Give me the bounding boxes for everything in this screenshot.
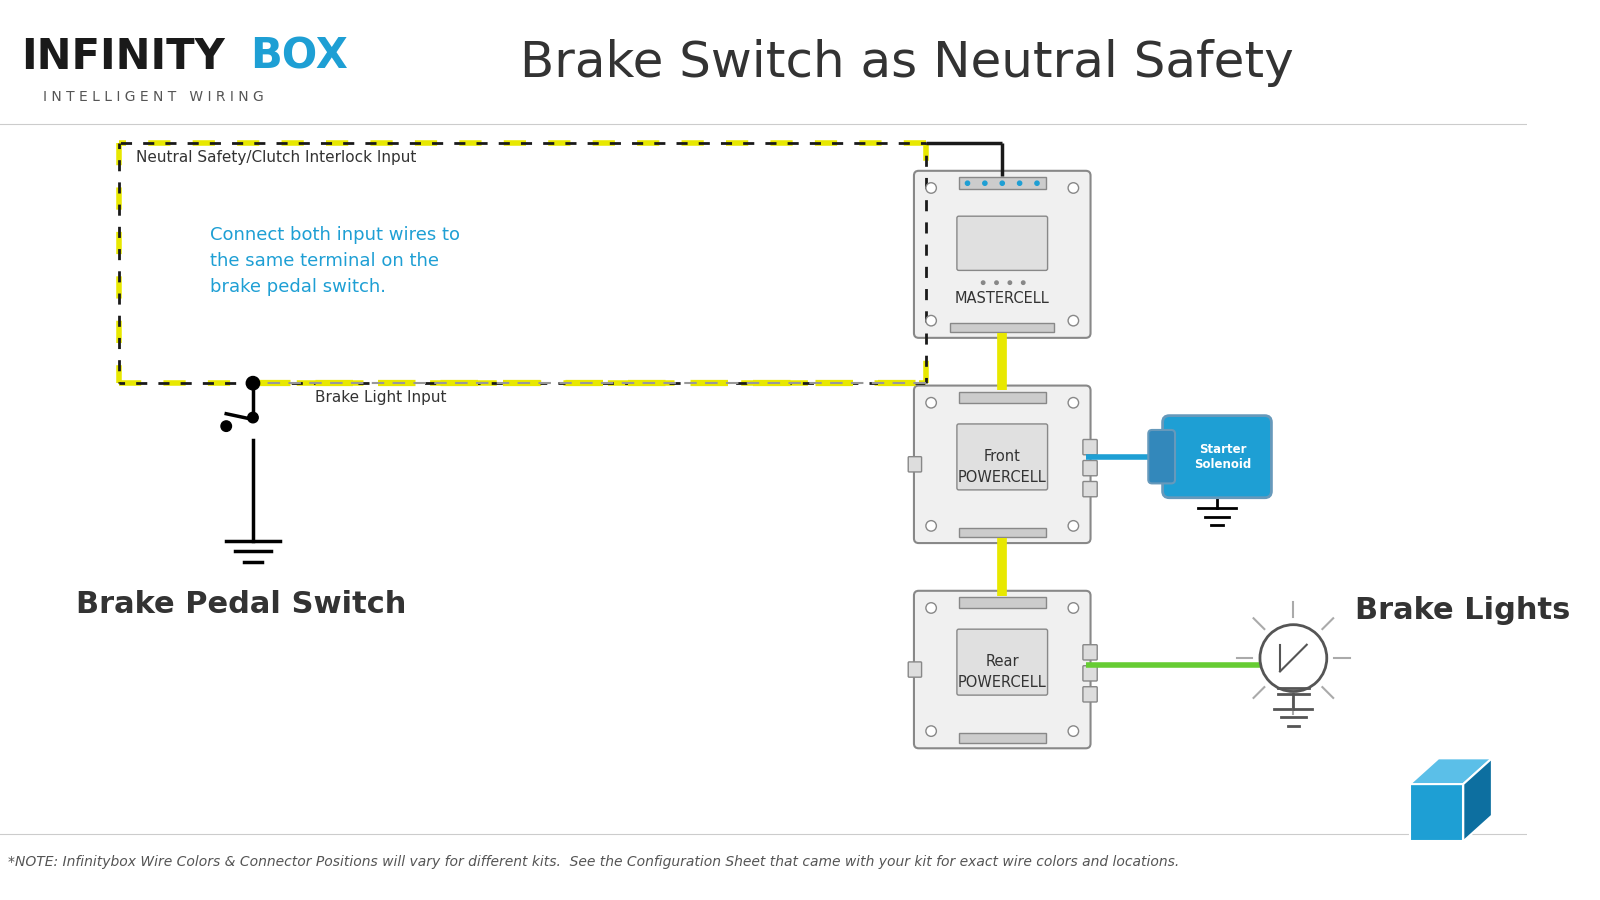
- Text: Neutral Safety/Clutch Interlock Input: Neutral Safety/Clutch Interlock Input: [136, 150, 418, 166]
- Bar: [950, 322, 1054, 332]
- FancyBboxPatch shape: [909, 456, 922, 472]
- Circle shape: [981, 281, 986, 284]
- Circle shape: [1035, 181, 1038, 185]
- Circle shape: [1259, 625, 1326, 691]
- Circle shape: [248, 412, 258, 423]
- Text: Brake Switch as Neutral Safety: Brake Switch as Neutral Safety: [520, 40, 1294, 87]
- Text: POWERCELL: POWERCELL: [958, 470, 1046, 485]
- Bar: [958, 392, 1046, 403]
- Polygon shape: [1410, 784, 1464, 842]
- Text: I N T E L L I G E N T   W I R I N G: I N T E L L I G E N T W I R I N G: [43, 90, 264, 104]
- Text: Brake Light Input: Brake Light Input: [315, 390, 446, 405]
- Polygon shape: [1410, 759, 1491, 784]
- FancyBboxPatch shape: [1083, 439, 1098, 454]
- FancyBboxPatch shape: [957, 424, 1048, 490]
- Circle shape: [1069, 398, 1078, 408]
- Circle shape: [1069, 520, 1078, 531]
- Circle shape: [1069, 183, 1078, 194]
- FancyBboxPatch shape: [1083, 644, 1098, 660]
- FancyBboxPatch shape: [914, 590, 1091, 748]
- FancyBboxPatch shape: [957, 216, 1048, 270]
- Text: Brake Lights: Brake Lights: [1355, 596, 1571, 625]
- Circle shape: [221, 421, 232, 431]
- FancyBboxPatch shape: [914, 385, 1091, 543]
- Circle shape: [1008, 281, 1011, 284]
- Circle shape: [926, 520, 936, 531]
- Circle shape: [1069, 726, 1078, 736]
- Circle shape: [965, 181, 970, 185]
- Bar: [958, 598, 1046, 608]
- Polygon shape: [1464, 759, 1491, 842]
- Text: Front: Front: [984, 449, 1021, 464]
- Text: MASTERCELL: MASTERCELL: [955, 291, 1050, 306]
- Circle shape: [926, 398, 936, 408]
- Circle shape: [1069, 603, 1078, 613]
- Circle shape: [926, 315, 936, 326]
- Text: *NOTE: Infinitybox Wire Colors & Connector Positions will vary for different kit: *NOTE: Infinitybox Wire Colors & Connect…: [8, 855, 1179, 869]
- Text: INFINITY: INFINITY: [21, 36, 224, 77]
- FancyBboxPatch shape: [1083, 461, 1098, 476]
- Circle shape: [926, 726, 936, 736]
- Circle shape: [1000, 181, 1005, 185]
- Text: Rear: Rear: [986, 654, 1019, 670]
- Bar: [958, 733, 1046, 742]
- Circle shape: [926, 603, 936, 613]
- Bar: [958, 177, 1046, 189]
- FancyBboxPatch shape: [957, 629, 1048, 695]
- Text: POWERCELL: POWERCELL: [958, 675, 1046, 690]
- FancyBboxPatch shape: [1083, 687, 1098, 702]
- Circle shape: [246, 376, 259, 390]
- FancyBboxPatch shape: [1163, 416, 1272, 498]
- FancyBboxPatch shape: [1149, 430, 1174, 483]
- Circle shape: [1018, 181, 1022, 185]
- Bar: [958, 527, 1046, 537]
- Circle shape: [1021, 281, 1026, 284]
- FancyBboxPatch shape: [1083, 482, 1098, 497]
- Text: Connect both input wires to
the same terminal on the
brake pedal switch.: Connect both input wires to the same ter…: [210, 226, 459, 296]
- Text: Starter
Solenoid: Starter Solenoid: [1194, 443, 1251, 471]
- Circle shape: [1069, 315, 1078, 326]
- Circle shape: [982, 181, 987, 185]
- Text: BOX: BOX: [250, 36, 347, 77]
- FancyBboxPatch shape: [909, 662, 922, 677]
- FancyBboxPatch shape: [914, 171, 1091, 338]
- Circle shape: [995, 281, 998, 284]
- FancyBboxPatch shape: [1083, 666, 1098, 681]
- Circle shape: [926, 183, 936, 194]
- Text: Brake Pedal Switch: Brake Pedal Switch: [77, 590, 406, 619]
